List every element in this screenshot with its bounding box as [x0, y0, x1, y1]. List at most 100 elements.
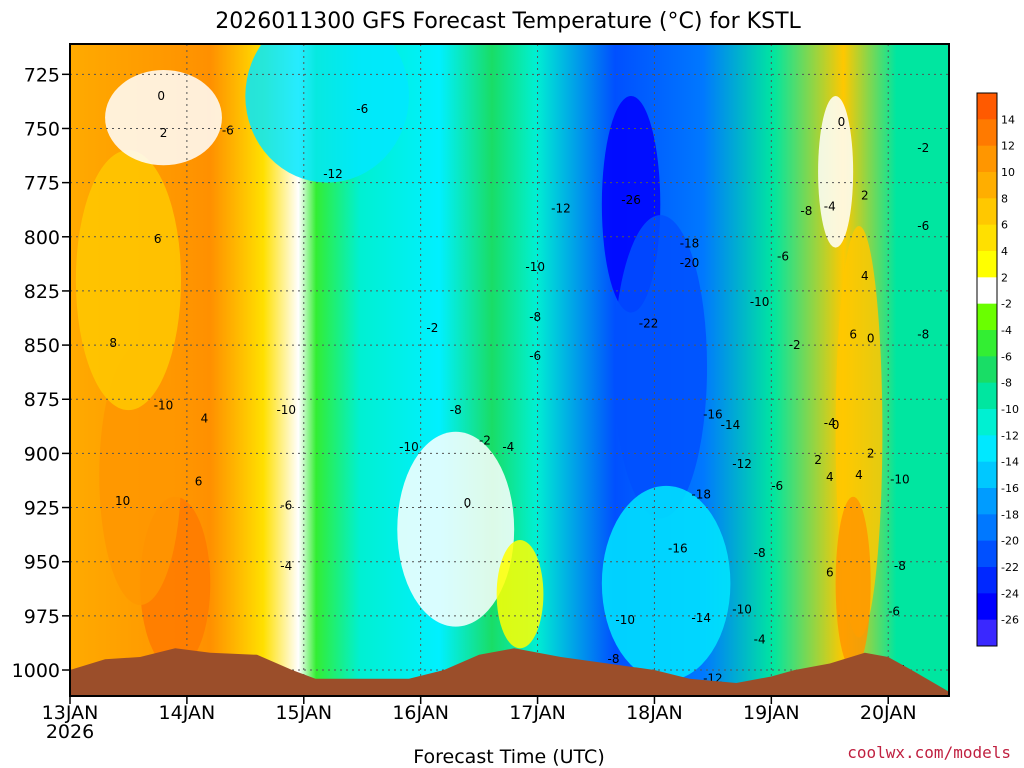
y-tick-label-950: 950 — [24, 552, 60, 574]
contour-label-57: 2 — [867, 446, 875, 460]
contour-label-46: -8 — [754, 546, 766, 560]
colorbar-swatch-0 — [977, 93, 997, 120]
warm-core-mid — [99, 345, 182, 606]
contour-label-37: -8 — [800, 204, 812, 218]
y-tick-label-1000: 1000 — [12, 660, 60, 682]
contour-label-4: 10 — [115, 494, 130, 508]
contour-label-1: 2 — [160, 126, 168, 140]
colorbar-label-5: 4 — [1001, 245, 1008, 258]
colorbar-swatch-1 — [977, 119, 997, 147]
contour-label-16: -2 — [426, 321, 438, 335]
contour-label-47: -10 — [732, 602, 752, 616]
warm-band-upper — [75, 150, 182, 411]
contour-label-35: -8 — [608, 652, 620, 666]
colorbar-swatch-15 — [977, 488, 997, 515]
contour-label-53: 0 — [867, 332, 875, 346]
contour-label-25: -18 — [680, 236, 700, 250]
y-tick-label-750: 750 — [24, 118, 60, 140]
colorbar-label-6: 2 — [1001, 271, 1008, 284]
chart-title: 2026011300 GFS Forecast Temperature (°C)… — [215, 9, 801, 34]
contour-label-58: 6 — [826, 566, 834, 580]
colorbar-swatch-10 — [977, 356, 997, 384]
cold-pocket-15jan — [245, 44, 409, 183]
y-tick-label-775: 775 — [24, 173, 60, 195]
warm-pocket-16jan — [496, 540, 544, 649]
y-tick-label-875: 875 — [24, 389, 60, 411]
colorbar-label-14: -16 — [1001, 482, 1019, 495]
colorbar-swatch-9 — [977, 330, 997, 357]
contour-label-63: -6 — [888, 605, 900, 619]
colorbar-label-17: -22 — [1001, 561, 1019, 574]
colorbar-swatch-13 — [977, 435, 997, 463]
x-tick-label-18jan: 18JAN — [626, 702, 683, 724]
colorbar-label-15: -18 — [1001, 508, 1019, 521]
y-tick-label-725: 725 — [24, 64, 60, 86]
colorbar-swatch-4 — [977, 198, 997, 226]
contour-label-29: -14 — [721, 418, 741, 432]
contour-label-12: -8 — [450, 403, 462, 417]
contour-label-33: -14 — [691, 611, 711, 625]
colorbar-label-8: -4 — [1001, 324, 1012, 337]
credit-text: coolwx.com/models — [847, 743, 1011, 762]
colorbar-swatch-20 — [977, 619, 997, 647]
contour-label-42: -2 — [789, 338, 801, 352]
contour-label-19: 0 — [464, 496, 472, 510]
colorbar-label-16: -20 — [1001, 535, 1019, 548]
contour-label-23: -6 — [529, 349, 541, 363]
contour-label-8: -6 — [356, 102, 368, 116]
colorbar-label-2: 10 — [1001, 166, 1015, 179]
y-tick-label-825: 825 — [24, 281, 60, 303]
colorbar-frame — [976, 92, 998, 647]
contour-label-22: -8 — [529, 310, 541, 324]
colorbar-swatch-16 — [977, 514, 997, 542]
contour-label-41: -10 — [750, 295, 770, 309]
contour-label-17: -2 — [479, 433, 491, 447]
colorbar-label-10: -8 — [1001, 377, 1012, 390]
contour-label-10: -10 — [154, 399, 174, 413]
contour-label-21: -10 — [525, 260, 545, 274]
contour-label-56: 4 — [855, 468, 863, 482]
contour-label-5: 4 — [201, 412, 209, 426]
contour-label-11: -10 — [276, 403, 296, 417]
colorbar-swatch-2 — [977, 145, 997, 173]
colorbar-swatch-18 — [977, 567, 997, 594]
y-axis: 725 750 775 800 825 850 875 900 925 950 975 1000 — [12, 64, 70, 682]
colorbar-swatch-5 — [977, 224, 997, 252]
colorbar-label-19: -26 — [1001, 614, 1019, 627]
colorbar-label-18: -24 — [1001, 587, 1019, 600]
y-tick-label-800: 800 — [24, 227, 60, 249]
contour-label-50: 2 — [861, 189, 869, 203]
colorbar-swatch-14 — [977, 461, 997, 489]
colorbar-label-12: -12 — [1001, 429, 1019, 442]
warm-core-20jan — [835, 496, 871, 671]
colorbar-label-11: -10 — [1001, 403, 1019, 416]
plot-area — [70, 44, 949, 696]
contour-label-30: -12 — [732, 457, 752, 471]
x-tick-label-19jan: 19JAN — [743, 702, 800, 724]
contour-label-45: -6 — [771, 479, 783, 493]
contour-label-62: -8 — [894, 559, 906, 573]
terrain-surface — [70, 648, 949, 696]
colorbar: 14 12 10 8 6 4 2 -2 -4 -6 -8 -10 -12 -14 -16 -18 -20 -22 -… — [976, 92, 1019, 647]
x-sub-label: 2026 — [46, 721, 94, 743]
contour-label-40: -6 — [777, 249, 789, 263]
colorbar-label-7: -2 — [1001, 298, 1012, 311]
contour-label-31: -18 — [691, 488, 711, 502]
freezing-band-20jan — [818, 95, 854, 248]
colorbar-swatch-6 — [977, 251, 997, 278]
colorbar-swatch-7 — [977, 277, 997, 305]
y-tick-label-975: 975 — [24, 606, 60, 628]
freezing-band-top — [105, 69, 222, 166]
colorbar-label-9: -6 — [1001, 350, 1012, 363]
colorbar-label-13: -14 — [1001, 456, 1019, 469]
contour-label-6: 6 — [195, 475, 203, 489]
contour-label-27: -22 — [639, 316, 659, 330]
colorbar-label-3: 8 — [1001, 192, 1008, 205]
colorbar-swatch-12 — [977, 409, 997, 436]
x-tick-label-14jan: 14JAN — [159, 702, 216, 724]
colorbar-swatch-17 — [977, 540, 997, 568]
colorbar-swatch-3 — [977, 172, 997, 199]
contour-label-34: -10 — [615, 613, 635, 627]
colorbar-label-4: 6 — [1001, 219, 1008, 232]
